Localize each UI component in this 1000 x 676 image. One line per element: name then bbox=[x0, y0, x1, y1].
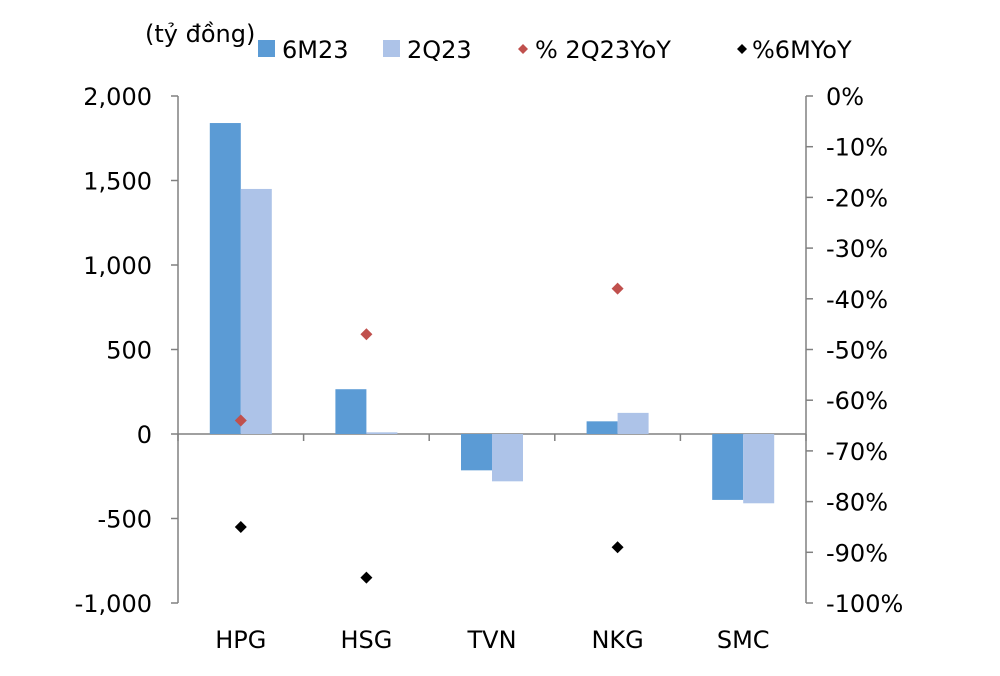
y-right-tick-label: -10% bbox=[826, 134, 888, 162]
y-axis-unit-label: (tỷ đồng) bbox=[145, 20, 255, 48]
markers bbox=[234, 282, 624, 584]
bar-6m23-hpg bbox=[209, 123, 241, 434]
legend-label-6m23: 6M23 bbox=[282, 36, 349, 64]
x-tick-label-hpg: HPG bbox=[215, 626, 266, 654]
bar-2q23-smc bbox=[743, 434, 775, 504]
marker--6myoy-hsg bbox=[360, 571, 373, 584]
y-right-tick-label: -90% bbox=[826, 539, 888, 567]
bar-2q23-hpg bbox=[240, 188, 272, 434]
bar-2q23-hsg bbox=[366, 432, 398, 434]
y-right-tick-label: -60% bbox=[826, 387, 888, 415]
marker--2q23yoy-hpg bbox=[234, 414, 247, 427]
bar-6m23-smc bbox=[712, 434, 744, 500]
bar-2q23-tvn bbox=[492, 434, 523, 482]
y-left-tick-label: 500 bbox=[106, 337, 152, 365]
legend-swatch-6m23 bbox=[258, 40, 275, 57]
y-left-tick-label: 0 bbox=[137, 421, 152, 449]
y-left-tick-label: 1,000 bbox=[83, 252, 152, 280]
legend-swatch-2q23 bbox=[383, 40, 400, 57]
legend: 6M23 2Q23 % 2Q23YoY %6MYoY bbox=[258, 36, 852, 64]
marker--6myoy-nkg bbox=[611, 541, 624, 554]
y-right-tick-label: -70% bbox=[826, 438, 888, 466]
x-tick-label-smc: SMC bbox=[717, 626, 770, 654]
y-left-tick-label: 2,000 bbox=[83, 83, 152, 111]
x-tick-label-tvn: TVN bbox=[466, 626, 516, 654]
y-right-tick-label: -100% bbox=[826, 590, 903, 618]
legend-label-2q23: 2Q23 bbox=[407, 36, 472, 64]
bar-6m23-hsg bbox=[335, 389, 367, 434]
y-left-tick-label: -1,000 bbox=[75, 590, 152, 618]
x-tick-label-hsg: HSG bbox=[340, 626, 392, 654]
y-left-tick-label: -500 bbox=[98, 506, 152, 534]
marker--2q23yoy-hsg bbox=[360, 328, 373, 341]
marker--2q23yoy-nkg bbox=[611, 282, 624, 295]
y-right-tick-label: -50% bbox=[826, 337, 888, 365]
y-right-tick-label: -40% bbox=[826, 286, 888, 314]
y-right-tick-label: -30% bbox=[826, 235, 888, 263]
legend-swatch--6myoy bbox=[737, 44, 747, 54]
x-tick-label-nkg: NKG bbox=[591, 626, 643, 654]
y-right-tick-label: -20% bbox=[826, 184, 888, 212]
legend-label--6myoy: %6MYoY bbox=[752, 36, 852, 64]
axes: -1,000 -500 0 500 1,000 1,500 2,000 -100% -90% -8… bbox=[75, 83, 904, 654]
y-right-tick-label: -80% bbox=[826, 489, 888, 517]
y-right-tick-label: 0% bbox=[826, 83, 864, 111]
y-left-tick-label: 1,500 bbox=[83, 168, 152, 196]
bar-6m23-nkg bbox=[586, 421, 618, 434]
bar-6m23-tvn bbox=[461, 434, 492, 471]
bar-2q23-nkg bbox=[617, 412, 649, 434]
marker--6myoy-hpg bbox=[234, 520, 247, 533]
legend-swatch--2q23yoy bbox=[518, 44, 528, 54]
bars bbox=[209, 123, 775, 504]
legend-label--2q23yoy: % 2Q23YoY bbox=[535, 36, 671, 64]
